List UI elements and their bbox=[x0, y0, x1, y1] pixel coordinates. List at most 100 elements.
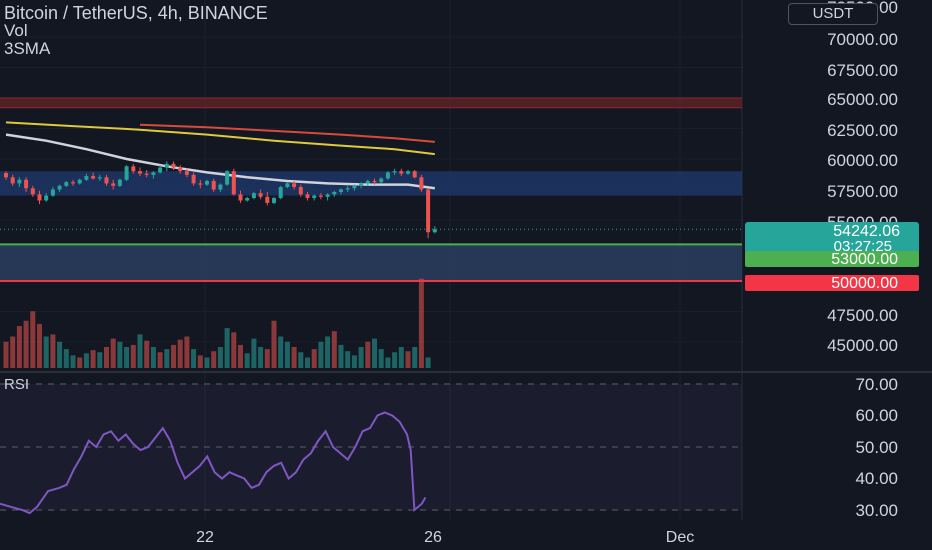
volume-bar bbox=[150, 347, 156, 368]
resistance-zone bbox=[0, 98, 742, 108]
volume-bar bbox=[63, 349, 69, 368]
volume-bar bbox=[97, 352, 103, 368]
volume-bar bbox=[271, 320, 277, 368]
candle-body bbox=[158, 167, 163, 173]
time-tick-label: Dec bbox=[666, 529, 694, 546]
candle-body bbox=[305, 194, 310, 199]
volume-bar bbox=[217, 347, 223, 368]
volume-bar bbox=[365, 341, 371, 368]
volume-bar bbox=[191, 349, 197, 368]
volume-bar bbox=[137, 334, 143, 368]
sma-indicator-label[interactable]: 3SMA bbox=[4, 39, 51, 58]
volume-bar bbox=[331, 331, 337, 368]
volume-bar bbox=[298, 352, 304, 368]
candle-body bbox=[258, 193, 263, 197]
volume-bar bbox=[278, 336, 284, 368]
volume-bar bbox=[378, 349, 384, 368]
volume-bar bbox=[251, 338, 257, 368]
volume-bar bbox=[291, 347, 297, 368]
candle-body bbox=[64, 182, 69, 186]
candle-body bbox=[124, 166, 129, 180]
volume-bar bbox=[77, 357, 83, 368]
volume-bar bbox=[398, 347, 404, 368]
horizontal-levels bbox=[0, 228, 742, 282]
candle-body bbox=[4, 173, 8, 178]
currency-button[interactable]: USDT bbox=[788, 3, 878, 25]
volume-bar bbox=[318, 341, 324, 368]
candle-body bbox=[131, 166, 136, 172]
candle-body bbox=[30, 188, 35, 195]
rsi-tick-label: 40.00 bbox=[855, 469, 898, 488]
candle-body bbox=[432, 229, 437, 233]
candle-body bbox=[285, 183, 290, 188]
candle-body bbox=[272, 198, 276, 203]
candle-body bbox=[231, 171, 236, 195]
volume-bars bbox=[3, 278, 431, 368]
volume-bar bbox=[104, 347, 109, 368]
price-tick-label: 45000.00 bbox=[827, 336, 898, 355]
volume-bar bbox=[110, 338, 116, 368]
volume-bar bbox=[157, 352, 163, 368]
volume-bar bbox=[325, 336, 331, 368]
volume-bar bbox=[345, 351, 351, 368]
volume-bar bbox=[144, 340, 150, 368]
candle-body bbox=[426, 189, 431, 233]
candle-body bbox=[178, 167, 183, 172]
level-badge[interactable] bbox=[745, 251, 919, 267]
rsi-line bbox=[0, 411, 427, 515]
volume-bar bbox=[224, 328, 230, 368]
candle-body bbox=[392, 171, 397, 173]
chart-legend: Bitcoin / TetherUS, 4h, BINANCE Vol 3SMA bbox=[4, 4, 268, 58]
support-zone bbox=[0, 244, 742, 281]
candle-body bbox=[117, 179, 122, 186]
volume-bar bbox=[311, 349, 317, 368]
volume-bar bbox=[30, 311, 36, 368]
candle-body bbox=[84, 176, 89, 180]
rsi-pane bbox=[0, 383, 742, 515]
candle-body bbox=[104, 177, 109, 184]
volume-bar bbox=[184, 336, 190, 368]
volume-bar bbox=[211, 351, 217, 368]
volume-bar bbox=[284, 341, 290, 368]
candle-body bbox=[278, 187, 283, 199]
level-badge-label: 53000.00 bbox=[831, 251, 898, 268]
time-tick-label: 22 bbox=[196, 529, 214, 546]
candle-body bbox=[339, 189, 343, 192]
price-tick-label: 67500.00 bbox=[827, 61, 898, 80]
volume-bar bbox=[50, 334, 56, 368]
volume-bar bbox=[43, 336, 49, 368]
candle-body bbox=[91, 176, 96, 179]
rsi-indicator-label[interactable]: RSI bbox=[4, 376, 30, 393]
volume-bar bbox=[264, 349, 270, 368]
price-tick-label: 62500.00 bbox=[827, 121, 898, 140]
candle-body bbox=[298, 187, 303, 195]
current-price-badge[interactable] bbox=[745, 222, 919, 254]
volume-bar bbox=[385, 357, 391, 368]
candle-body bbox=[10, 177, 15, 184]
candle-body bbox=[138, 171, 142, 174]
candle-body bbox=[318, 195, 323, 197]
volume-bar bbox=[244, 353, 250, 368]
candle-body bbox=[385, 172, 390, 179]
volume-bar bbox=[238, 344, 243, 368]
candle-body bbox=[399, 171, 404, 174]
symbol-title: Bitcoin / TetherUS, 4h, BINANCE bbox=[4, 3, 268, 23]
volume-bar bbox=[37, 323, 42, 368]
candle-body bbox=[251, 193, 256, 199]
candle-body bbox=[24, 179, 29, 189]
sma-mid-line bbox=[5, 121, 435, 156]
candle-body bbox=[191, 174, 196, 184]
volume-indicator-label[interactable]: Vol bbox=[4, 21, 28, 40]
candle-body bbox=[44, 195, 49, 201]
volume-bar bbox=[258, 347, 264, 368]
volume-bar bbox=[418, 278, 424, 368]
candles bbox=[4, 161, 437, 239]
rsi-tick-label: 30.00 bbox=[855, 501, 898, 520]
level-badge[interactable] bbox=[745, 275, 919, 291]
candle-body bbox=[50, 189, 55, 196]
volume-bar bbox=[90, 350, 96, 368]
price-tick-label: 57500.00 bbox=[827, 182, 898, 201]
volume-bar bbox=[392, 352, 398, 368]
candle-body bbox=[144, 173, 149, 175]
